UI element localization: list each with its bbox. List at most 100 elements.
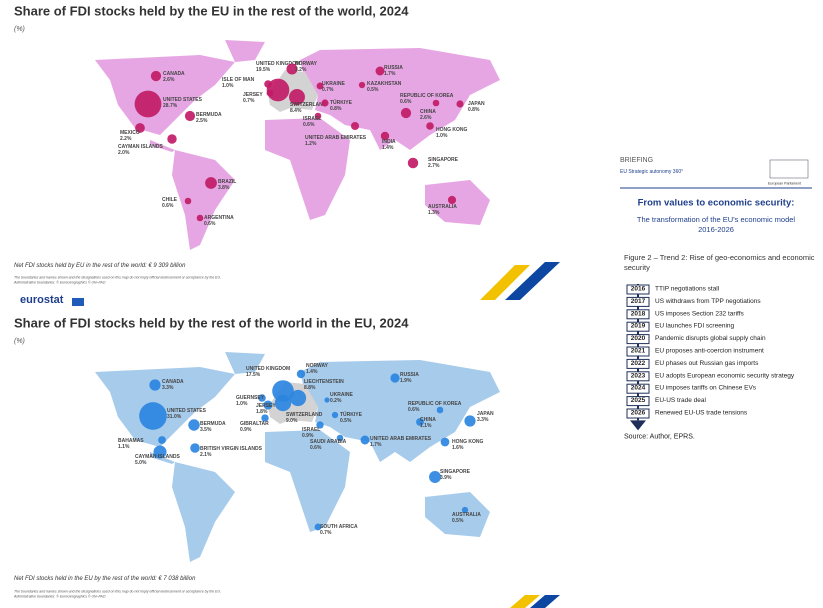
year: 2025: [631, 397, 646, 404]
bubble: [336, 434, 344, 442]
country-name: NORWAY: [295, 61, 318, 67]
subheading: The transformation of the EU's economic …: [637, 215, 796, 234]
bubble: [153, 445, 167, 459]
country-name: INDIA: [382, 139, 396, 145]
country-name: SOUTH AFRICA: [320, 524, 358, 530]
country-value: 1.2%: [305, 141, 317, 147]
country-value: 9.0%: [286, 418, 298, 424]
total-note: Net FDI stocks held by EU in the rest of…: [14, 263, 186, 269]
bubble: [158, 436, 166, 444]
bubble: [324, 397, 330, 403]
bubble: [360, 435, 370, 445]
country-value: 1.4%: [306, 369, 318, 375]
event: EU adopts European economic security str…: [655, 372, 795, 379]
bubble: [350, 121, 360, 131]
year-box: [626, 408, 650, 419]
country-name: TÜRKIYE: [330, 99, 353, 106]
country-value: 1.3%: [428, 210, 440, 216]
country-name: JERSEY: [256, 403, 276, 409]
event: EU-US trade deal: [655, 397, 706, 404]
country-value: 1.6%: [452, 445, 464, 451]
country-value: 2.7%: [428, 163, 440, 169]
country-value: 1.0%: [236, 401, 248, 407]
country-name: SINGAPORE: [428, 157, 459, 163]
bubble: [296, 369, 306, 379]
country-name: UNITED ARAB EMIRATES: [305, 135, 367, 141]
country-value: 28.7%: [163, 103, 178, 109]
year-box: [626, 396, 650, 407]
institution: European Parliament: [768, 181, 801, 185]
disclaimer: The boundaries and names shown and the d…: [14, 589, 221, 593]
country-value: 3.8%: [218, 185, 230, 191]
country-value: 0.8%: [330, 106, 342, 112]
decor: [480, 265, 530, 300]
country-value: 31.0%: [167, 414, 182, 420]
year: 2019: [631, 323, 646, 330]
country-value: 8.8%: [304, 385, 316, 391]
eu-flag: [72, 298, 84, 306]
event: US withdraws from TPP negotiations: [655, 298, 761, 305]
bubble: [266, 78, 290, 102]
country-name: UNITED KINGDOM: [246, 366, 290, 372]
country-name: CANADA: [163, 71, 185, 77]
year-box: [626, 358, 650, 369]
source: Source: Author, EPRS.: [624, 433, 695, 440]
bubble: [286, 63, 298, 75]
bubble: [407, 157, 419, 169]
country-name: RUSSIA: [384, 65, 403, 71]
heading: From values to economic security:: [638, 197, 795, 208]
year-box: [626, 321, 650, 332]
event: TTIP negotiations stall: [655, 286, 720, 293]
bubble: [274, 394, 292, 412]
year-box: [626, 296, 650, 307]
bubble: [314, 523, 322, 531]
event: Pandemic disrupts global supply chain: [655, 335, 766, 342]
country-name: REPUBLIC OF KOREA: [408, 401, 462, 407]
country-name: CAYMAN ISLANDS: [135, 454, 180, 460]
country-name: SAUDI ARABIA: [310, 439, 347, 445]
country-value: 0.6%: [303, 122, 315, 128]
country-value: 3.2%: [295, 67, 307, 73]
country-value: 2.2%: [120, 136, 132, 142]
bubble: [264, 80, 272, 88]
decor: [510, 595, 540, 608]
country-value: 0.6%: [408, 407, 420, 413]
country-name: ISRAEL: [302, 427, 320, 433]
bubble: [190, 443, 200, 453]
country-value: 0.5%: [452, 518, 464, 524]
year: 2016: [631, 286, 646, 293]
year: 2022: [631, 360, 646, 367]
map-title: Share of FDI stocks held by the EU in th…: [14, 4, 409, 19]
country-value: 1.7%: [384, 71, 396, 77]
year: 2026: [631, 410, 646, 417]
country-name: CHINA: [420, 109, 436, 115]
bubble: [429, 471, 441, 483]
country-name: RUSSIA: [400, 372, 419, 378]
country-name: BRAZIL: [218, 179, 236, 185]
bubble: [440, 437, 450, 447]
country-value: 5.0%: [135, 460, 147, 466]
event: EU phases out Russian gas imports: [655, 360, 759, 367]
bubble: [447, 195, 457, 205]
bubble: [426, 122, 434, 130]
year-box: [626, 371, 650, 382]
country-name: HONG KONG: [436, 127, 468, 133]
country-name: UKRAINE: [330, 392, 353, 398]
bubble: [461, 506, 469, 514]
country-name: KAZAKHSTAN: [367, 81, 402, 87]
year: 2023: [631, 372, 646, 379]
bubble: [400, 107, 412, 119]
country-name: LIECHTENSTEIN: [304, 379, 344, 385]
bubble: [167, 134, 177, 144]
country-value: 0.9%: [302, 433, 314, 439]
country-name: UNITED STATES: [167, 408, 207, 414]
country-name: NORWAY: [306, 363, 329, 369]
country-name: SWITZERLAND: [286, 412, 323, 418]
year: 2020: [631, 335, 646, 342]
bubble: [261, 414, 269, 422]
country-value: 2.1%: [200, 452, 212, 458]
map-unit: (%): [14, 26, 25, 33]
country-name: HONG KONG: [452, 439, 484, 445]
country-value: 3.5%: [200, 427, 212, 433]
